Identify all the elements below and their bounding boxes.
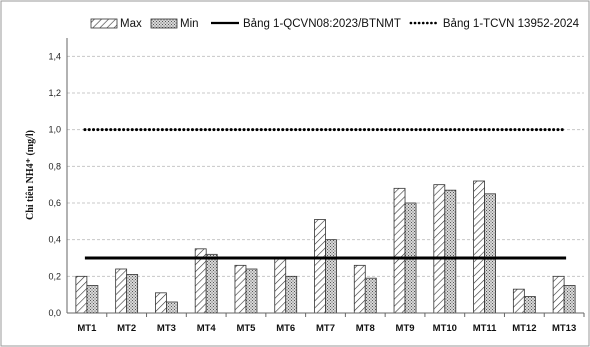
bar-min-mt4 xyxy=(205,253,218,314)
x-tick-label: MT13 xyxy=(552,323,576,334)
bar-max-mt2 xyxy=(115,268,128,314)
bar-min-mt6 xyxy=(285,275,298,314)
legend-label: Max xyxy=(120,18,142,30)
y-tick-label: 1,4 xyxy=(48,51,61,61)
y-tick-label: 0,2 xyxy=(48,271,61,281)
bar-min-mt2 xyxy=(126,274,139,314)
axis-layer: 0,0 0,2 0,4 0,6 0,8 1,0 1,2 1,4 MT1 MT2 MT3 MT4 MT5 M… xyxy=(48,38,585,334)
bar-max-mt9 xyxy=(393,187,406,314)
y-tick-label: 0,6 xyxy=(48,198,61,208)
y-tick-label: 0,8 xyxy=(48,161,61,171)
grid-layer xyxy=(67,55,584,277)
x-tick-label: MT1 xyxy=(77,323,97,334)
bar-max-mt7 xyxy=(314,219,326,314)
x-tick-label: MT9 xyxy=(396,323,415,334)
y-tick-label: 0,0 xyxy=(48,308,61,318)
x-tick-label: MT12 xyxy=(512,323,536,334)
bar-max-mt8 xyxy=(353,264,366,314)
bar-min-mt8 xyxy=(364,277,377,314)
bar-max-mt12 xyxy=(512,288,525,314)
x-tick-label: MT5 xyxy=(236,323,256,334)
y-tick-label: 1,2 xyxy=(48,88,61,98)
bar-min-mt13 xyxy=(563,285,576,314)
legend-swatch xyxy=(90,18,118,29)
bar-min-mt10 xyxy=(444,189,457,314)
legend-label: Min xyxy=(180,18,199,30)
legend-label: Bảng 1-TCVN 13952-2024 xyxy=(443,18,580,30)
legend-swatch xyxy=(150,18,178,29)
bar-max-mt11 xyxy=(473,180,485,314)
x-tick-label: MT6 xyxy=(276,323,295,334)
reference-lines-layer xyxy=(83,128,568,260)
x-tick-label: MT3 xyxy=(157,323,176,334)
bar-min-mt11 xyxy=(484,193,496,314)
legend-label: Bảng 1-QCVN08:2023/BTNMT xyxy=(243,18,401,30)
bar-max-mt1 xyxy=(75,275,88,314)
y-tick-label: 0,4 xyxy=(48,235,61,245)
bar-max-mt6 xyxy=(274,257,287,314)
bar-min-mt3 xyxy=(166,301,178,314)
legend: Max Min Bảng 1-QCVN08:2023/BTNMT Bảng 1-TCV… xyxy=(90,18,580,30)
bar-max-mt5 xyxy=(234,264,247,314)
x-tick-label: MT4 xyxy=(197,323,217,334)
bar-min-mt7 xyxy=(325,239,337,314)
x-tick-label: MT7 xyxy=(316,323,335,334)
bar-max-mt13 xyxy=(552,275,565,314)
y-tick-label: 1,0 xyxy=(48,125,61,135)
bar-max-mt10 xyxy=(433,184,446,314)
x-tick-label: MT10 xyxy=(433,323,457,334)
bar-min-mt12 xyxy=(523,296,536,314)
bar-max-mt3 xyxy=(155,292,167,314)
y-axis-label: Chỉ tiêu NH4⁺ (mg/l) xyxy=(25,130,36,220)
x-tick-label: MT8 xyxy=(356,323,375,334)
x-tick-label: MT11 xyxy=(473,323,497,334)
bar-min-mt5 xyxy=(245,268,258,314)
bar-min-mt1 xyxy=(86,285,99,314)
x-tick-label: MT2 xyxy=(117,323,136,334)
